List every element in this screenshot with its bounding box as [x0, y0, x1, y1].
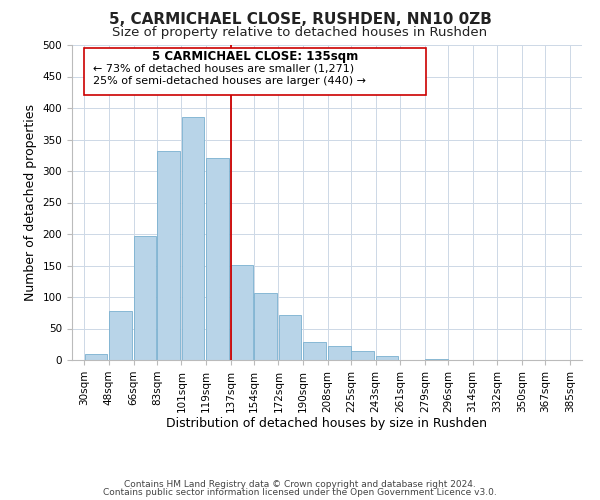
- Text: 25% of semi-detached houses are larger (440) →: 25% of semi-detached houses are larger (…: [92, 76, 365, 86]
- FancyBboxPatch shape: [85, 48, 426, 96]
- Bar: [182, 118, 204, 360]
- Y-axis label: Number of detached properties: Number of detached properties: [24, 104, 37, 301]
- Bar: [134, 236, 157, 360]
- Bar: [279, 314, 301, 360]
- Bar: [304, 342, 326, 360]
- Text: 5 CARMICHAEL CLOSE: 135sqm: 5 CARMICHAEL CLOSE: 135sqm: [152, 50, 358, 63]
- Bar: [254, 292, 277, 360]
- Bar: [85, 354, 107, 360]
- Bar: [206, 158, 229, 360]
- Bar: [352, 350, 374, 360]
- Text: Size of property relative to detached houses in Rushden: Size of property relative to detached ho…: [112, 26, 488, 39]
- Text: ← 73% of detached houses are smaller (1,271): ← 73% of detached houses are smaller (1,…: [92, 64, 353, 74]
- Text: Contains HM Land Registry data © Crown copyright and database right 2024.: Contains HM Land Registry data © Crown c…: [124, 480, 476, 489]
- Bar: [157, 151, 179, 360]
- Bar: [231, 265, 253, 360]
- Bar: [328, 346, 350, 360]
- X-axis label: Distribution of detached houses by size in Rushden: Distribution of detached houses by size …: [167, 418, 487, 430]
- Text: Contains public sector information licensed under the Open Government Licence v3: Contains public sector information licen…: [103, 488, 497, 497]
- Text: 5, CARMICHAEL CLOSE, RUSHDEN, NN10 0ZB: 5, CARMICHAEL CLOSE, RUSHDEN, NN10 0ZB: [109, 12, 491, 28]
- Bar: [376, 356, 398, 360]
- Bar: [109, 311, 132, 360]
